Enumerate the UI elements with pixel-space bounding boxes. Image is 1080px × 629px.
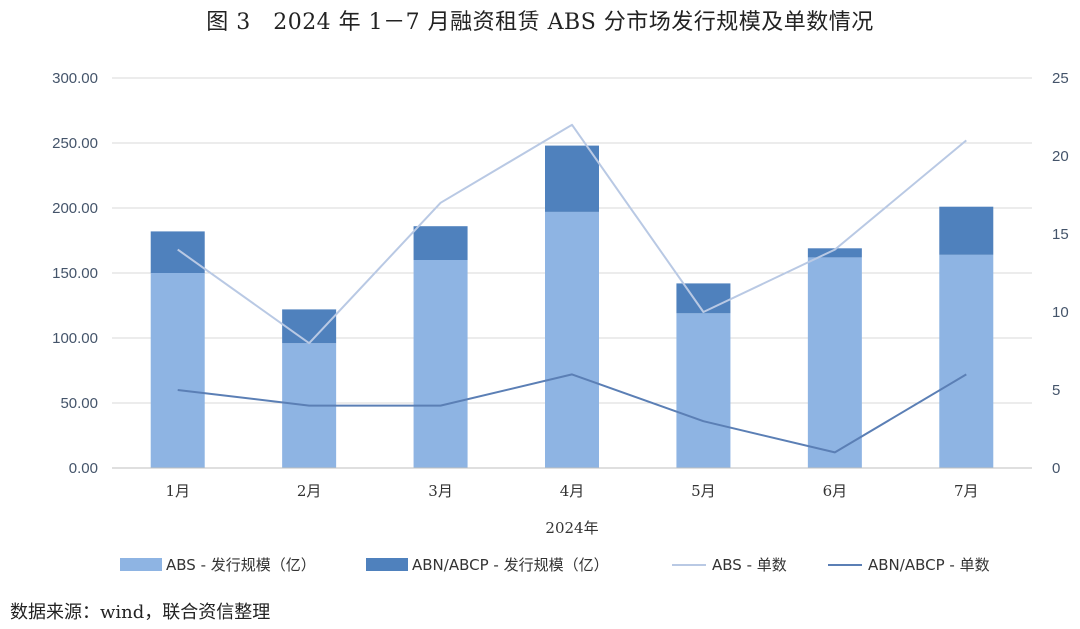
y-tick-label: 50.00 (60, 395, 98, 412)
legend-label: ABN/ABCP - 发行规模（亿） (412, 556, 609, 574)
x-tick-label: 2月 (297, 482, 322, 500)
series-line (177, 123, 967, 345)
lines (177, 123, 967, 454)
bar (413, 226, 468, 260)
x-tick-label: 6月 (823, 482, 848, 500)
series-line (177, 373, 967, 454)
bar (676, 283, 731, 314)
x-tick-label: 7月 (954, 482, 979, 500)
bar (807, 257, 862, 468)
legend-swatch (366, 558, 408, 571)
legend-label: ABS - 单数 (712, 556, 787, 574)
x-tick-label: 3月 (428, 482, 453, 500)
bar (939, 254, 994, 468)
axes: 0.00 50.00 100.00 150.00 200.00 250.00 300.00 0… (52, 70, 1069, 537)
legend-swatch (120, 558, 162, 571)
bar (676, 313, 731, 468)
legend-label: ABS - 发行规模（亿） (166, 556, 316, 574)
y2-tick-label: 5 (1052, 382, 1060, 399)
y2-tick-label: 25 (1052, 70, 1069, 87)
y2-tick-label: 15 (1052, 226, 1069, 243)
y-tick-label: 250.00 (52, 135, 98, 152)
chart-title: 图 3 2024 年 1－7 月融资租赁 ABS 分市场发行规模及单数情况 (206, 10, 874, 35)
bar (939, 206, 994, 255)
legend-label: ABN/ABCP - 单数 (868, 556, 990, 574)
y-tick-label: 100.00 (52, 330, 98, 347)
bar (545, 211, 599, 468)
bars (150, 145, 994, 468)
y2-tick-label: 10 (1052, 304, 1069, 321)
legend: ABS - 发行规模（亿） ABN/ABCP - 发行规模（亿） ABS - 单数 A… (120, 556, 990, 574)
y2-tick-label: 20 (1052, 148, 1069, 165)
y-tick-label: 300.00 (52, 70, 98, 87)
y-tick-label: 0.00 (69, 460, 98, 477)
x-tick-label: 1月 (165, 482, 190, 500)
y-tick-label: 150.00 (52, 265, 98, 282)
y-tick-label: 200.00 (52, 200, 98, 217)
x-tick-label: 4月 (560, 482, 585, 500)
bar (413, 260, 468, 468)
bar (150, 273, 205, 468)
y2-tick-label: 0 (1052, 460, 1060, 477)
x-tick-label: 5月 (691, 482, 716, 500)
bar (545, 145, 599, 212)
bar (150, 231, 205, 273)
source-note: 数据来源：wind，联合资信整理 (10, 602, 271, 623)
x-axis-label: 2024年 (545, 519, 598, 537)
bar (282, 309, 337, 344)
bar (807, 248, 862, 258)
